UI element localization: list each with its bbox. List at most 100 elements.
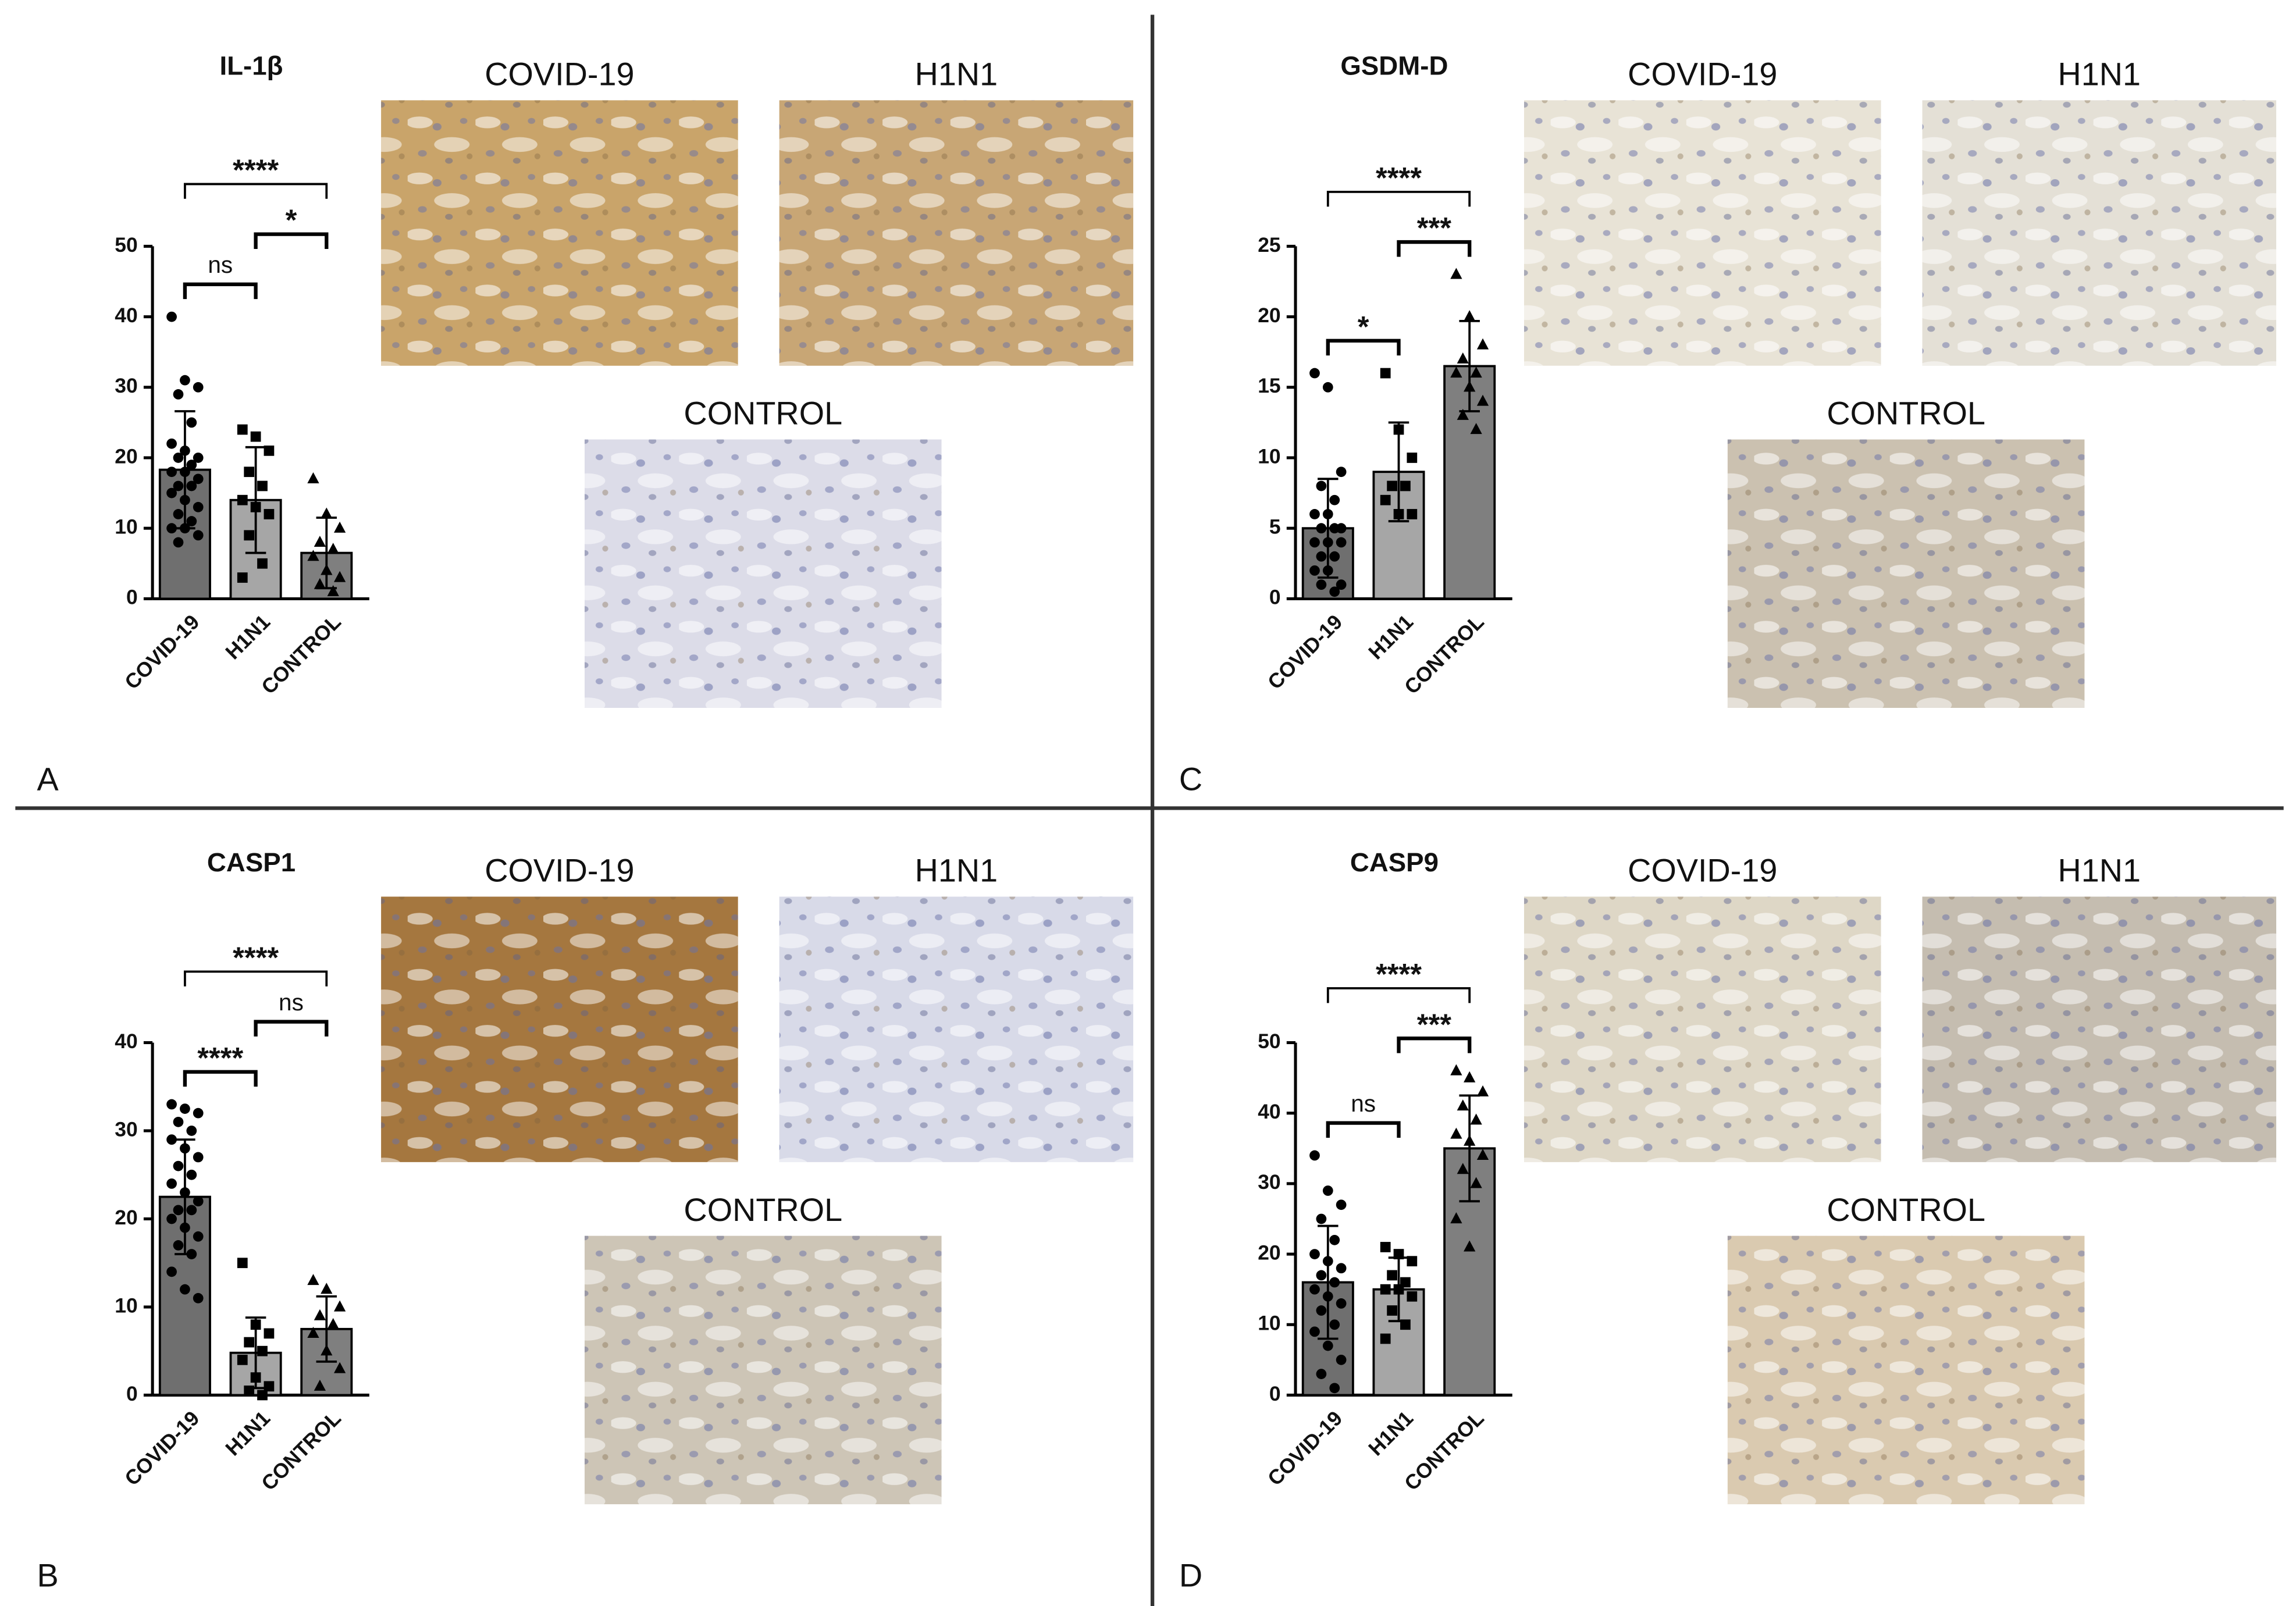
data-point (307, 472, 319, 483)
data-point (250, 501, 261, 512)
data-point (166, 1099, 177, 1110)
data-point (173, 453, 184, 463)
y-tick-label: 10 (1258, 444, 1280, 468)
data-point (1476, 1085, 1489, 1096)
data-point (327, 1317, 339, 1329)
data-point (1322, 1340, 1333, 1351)
y-tick-label: 25 (1258, 233, 1280, 257)
data-point (166, 1178, 177, 1189)
data-point (1329, 1277, 1340, 1288)
data-point (1464, 1071, 1476, 1082)
data-point (1457, 408, 1469, 420)
data-point (314, 1379, 326, 1391)
data-point (257, 480, 268, 492)
y-tick-label: 40 (115, 1030, 137, 1053)
data-point (333, 1362, 346, 1373)
y-tick-label: 0 (1269, 586, 1281, 609)
significance-label: **** (233, 941, 279, 974)
data-point (1322, 382, 1333, 393)
significance-bracket (1397, 1037, 1472, 1053)
data-point (1380, 1284, 1391, 1295)
data-point (1470, 1113, 1482, 1125)
y-tick-label: 20 (115, 1206, 137, 1229)
data-point (186, 1126, 197, 1136)
data-point (173, 480, 184, 492)
data-point (1336, 1354, 1347, 1365)
data-point (180, 1284, 190, 1295)
significance-label: ns (279, 989, 304, 1016)
data-point (321, 1344, 333, 1356)
data-point (1322, 509, 1333, 519)
y-tick-label: 0 (126, 1382, 138, 1405)
data-point (1380, 1242, 1391, 1252)
data-point (1457, 1099, 1469, 1111)
data-point (1329, 586, 1340, 597)
histology-texture (1727, 1235, 2085, 1505)
data-point (1316, 523, 1327, 534)
data-point (237, 572, 248, 583)
image-label: CONTROL (684, 396, 842, 432)
data-point (321, 1283, 333, 1294)
chart-title: CASP9 (1350, 847, 1439, 877)
data-point (166, 1134, 177, 1145)
image-label: CONTROL (1827, 396, 1985, 432)
data-point (1309, 509, 1320, 519)
data-point (1470, 366, 1482, 378)
data-point (173, 1205, 184, 1216)
data-point (166, 487, 177, 498)
y-tick-label: 30 (115, 374, 137, 397)
y-tick-label: 15 (1258, 374, 1280, 397)
data-point (1322, 537, 1333, 548)
data-point (264, 1328, 275, 1339)
data-point (264, 1381, 275, 1392)
data-point (1316, 1305, 1327, 1316)
y-tick-label: 0 (1269, 1382, 1281, 1405)
significance-bracket (183, 282, 258, 300)
data-point (180, 523, 190, 534)
data-point (180, 1187, 190, 1198)
data-point (1380, 1333, 1391, 1344)
histology-texture (779, 896, 1134, 1162)
significance-bracket (1326, 339, 1401, 356)
data-point (1309, 537, 1320, 548)
significance-label: **** (233, 154, 279, 187)
data-point (1322, 565, 1333, 576)
data-point (1322, 1291, 1333, 1302)
panel-letter: B (37, 1558, 59, 1594)
image-label: H1N1 (2058, 56, 2141, 92)
y-tick-label: 0 (126, 586, 138, 609)
data-point (180, 445, 190, 456)
significance-bracket (184, 970, 328, 987)
data-point (257, 558, 268, 569)
data-point (166, 1266, 177, 1277)
data-point (1476, 338, 1489, 350)
data-point (1329, 1383, 1340, 1394)
data-point (1393, 1249, 1404, 1259)
data-point (1336, 537, 1347, 548)
data-point (1407, 1291, 1418, 1302)
data-point (1450, 1064, 1462, 1076)
data-point (173, 389, 184, 400)
data-point (1309, 1249, 1320, 1259)
data-point (307, 550, 319, 561)
data-point (333, 571, 346, 582)
data-point (186, 417, 197, 428)
data-point (1322, 1185, 1333, 1196)
significance-bracket (1326, 190, 1471, 207)
data-point (257, 1345, 268, 1356)
data-point (186, 480, 197, 492)
histology-texture (381, 896, 738, 1162)
data-point (193, 1152, 204, 1163)
histology-texture (1524, 896, 1881, 1162)
data-point (166, 467, 177, 478)
significance-label: ns (208, 251, 233, 278)
data-point (186, 516, 197, 526)
significance-bracket (1397, 240, 1472, 257)
data-point (166, 311, 177, 322)
data-point (244, 1385, 255, 1396)
data-point (264, 445, 275, 456)
data-point (314, 535, 326, 547)
image-label: H1N1 (915, 853, 998, 889)
image-label: CONTROL (684, 1192, 842, 1228)
